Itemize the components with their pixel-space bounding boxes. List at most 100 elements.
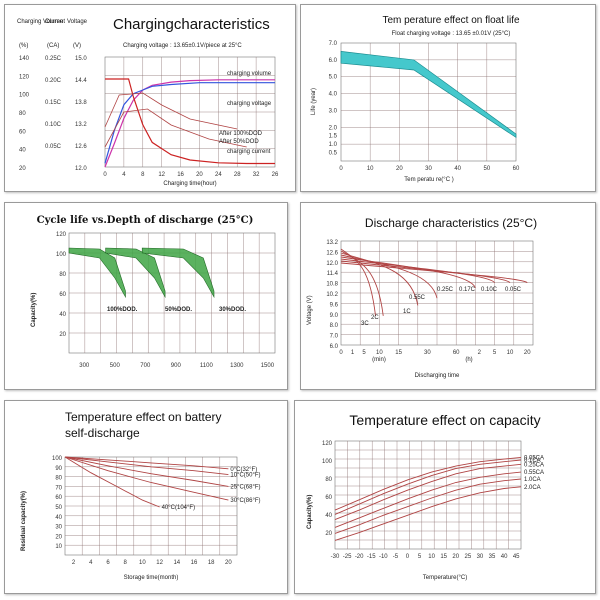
label-50-dod: 50%DOD. [165, 307, 192, 313]
x-tick: -10 [379, 554, 388, 560]
self-discharge-curve [64, 456, 229, 501]
x-tick: 10 [367, 166, 374, 172]
axis-header-current: Current [45, 19, 65, 25]
y-tick: 11.4 [327, 271, 339, 277]
dod-bands [68, 247, 215, 299]
y-tick-volume: 60 [19, 129, 26, 135]
x-tick-labels: 2 4 6 8 10 12 14 16 18 20 [72, 560, 232, 566]
x-tick: 500 [110, 363, 121, 369]
grid [335, 441, 521, 549]
x-tick: -15 [367, 554, 376, 560]
x-tick: -5 [393, 554, 399, 560]
curve-label: 10°C(50°F) [230, 473, 260, 479]
x-tick: 10 [428, 554, 435, 560]
chart-subtitle: Float charging voltage : 13.65 ±0.01V (2… [392, 31, 511, 37]
y-tick: 9.0 [330, 313, 339, 319]
y-tick-volume: 120 [19, 74, 30, 80]
curve-label: 2C [371, 315, 379, 321]
x-tick: 12 [156, 560, 163, 566]
x-tick: 50 [483, 166, 490, 172]
x-tick: 5 [362, 350, 366, 356]
panel-self-discharge: Temperature effect on battery self-disch… [4, 400, 288, 594]
axis-header-volume: Charging Volume [17, 19, 64, 25]
y-tick-volume: 140 [19, 56, 30, 62]
self-discharge-chart: Temperature effect on battery self-disch… [21, 410, 261, 581]
x-tick: 6 [106, 560, 110, 566]
discharge-curve [340, 252, 419, 306]
x-tick: 20 [196, 172, 203, 178]
curve-label: 25°C(68°F) [230, 484, 260, 490]
y-tick-current: 0.15C [45, 100, 62, 106]
grid [341, 241, 533, 345]
x-tick: 40 [454, 166, 461, 172]
y-tick: 80 [59, 272, 66, 278]
y-tick-labels: 140 120 100 80 60 40 20 0.25C 0.20C 0.15C 0.10C 0.0… [19, 56, 87, 172]
y-tick-current: 0.05C [45, 144, 62, 150]
axis-unit-volume: (%) [19, 43, 28, 49]
curve-label: 0.25CA [524, 462, 544, 468]
x-tick: 10 [507, 350, 514, 356]
y-tick: 4.0 [329, 92, 338, 98]
y-tick: 9.6 [330, 302, 339, 308]
chart-title-line-2: self-discharge [65, 426, 140, 440]
y-tick: 6.0 [330, 344, 339, 350]
curve-label: 0.05C [505, 287, 522, 293]
self-discharge-curve [64, 456, 229, 476]
axis-header-voltage: Voltage [67, 19, 88, 25]
curve-label: 0.17C [459, 287, 476, 293]
legend-after-50: After 50%DOD [219, 139, 259, 145]
curve-label: 0.25C [437, 287, 454, 293]
x-tick: 5 [418, 554, 422, 560]
y-tick-voltage: 13.2 [75, 122, 87, 128]
capacity-curve [334, 486, 522, 541]
series-charging-volume [104, 79, 275, 168]
y-tick: 40 [55, 515, 62, 521]
x-tick: 16 [177, 172, 184, 178]
y-tick: 2.0 [329, 125, 338, 131]
axis-headers: Charging Volume Current Voltage (%) (CA)… [17, 19, 88, 49]
y-tick: 80 [55, 476, 62, 482]
y-tick-labels: 120 100 80 60 40 20 [56, 232, 67, 338]
x-unit-h: (h) [465, 357, 472, 363]
x-tick: 18 [208, 560, 215, 566]
x-axis-label: Charging time(hour) [163, 181, 216, 187]
x-tick: -30 [331, 554, 340, 560]
x-tick: 300 [79, 363, 90, 369]
x-tick: 20 [225, 560, 232, 566]
legend: charging volume charging voltage After 1… [219, 71, 272, 155]
curve-labels: 0°C(32°F)10°C(50°F) 25°C(68°F) 30°C(86°F) 4… [162, 467, 261, 511]
y-tick: 20 [59, 332, 66, 338]
x-tick: 10 [376, 350, 383, 356]
y-tick: 60 [55, 495, 62, 501]
y-tick: 100 [56, 252, 67, 258]
chart-title: Chargingcharacteristics [113, 16, 270, 33]
y-tick-volume: 100 [19, 93, 30, 99]
x-tick: 60 [453, 350, 460, 356]
discharge-curves [340, 248, 528, 316]
x-tick: 2 [72, 560, 76, 566]
x-tick: 45 [513, 554, 520, 560]
x-tick: 25 [465, 554, 472, 560]
self-discharge-curve [64, 456, 160, 508]
curve-label: 0.55C [409, 295, 426, 301]
x-tick: 30 [477, 554, 484, 560]
curve-label: 30°C(86°F) [230, 498, 260, 504]
y-tick: 1.0 [329, 142, 338, 148]
x-tick: 1100 [200, 363, 214, 369]
x-axis-label: Temperature(°C) [423, 575, 467, 581]
x-tick: 900 [171, 363, 182, 369]
y-tick-voltage: 14.4 [75, 78, 87, 84]
curve-label: 0°C(32°F) [230, 467, 257, 473]
self-discharge-curves [64, 456, 229, 508]
x-tick: 1500 [261, 363, 275, 369]
curve-label: 1.0CA [524, 477, 541, 483]
y-tick: 120 [322, 441, 333, 447]
y-tick-labels: 13.2 12.6 12.0 11.4 10.8 10.2 9.6 9.0 8.0 7.0 6.0 [326, 240, 338, 350]
discharge-chart: Discharge characteristics (25°C) 13.2 12.… [307, 216, 537, 379]
y-tick: 120 [56, 232, 67, 238]
panel-float-life: Tem perature effect on float life Float … [300, 4, 596, 192]
y-tick-voltage: 12.6 [75, 144, 87, 150]
x-tick: 20 [524, 350, 531, 356]
series-charging-voltage [104, 82, 275, 164]
curve-label: 0.1CA [524, 458, 541, 464]
